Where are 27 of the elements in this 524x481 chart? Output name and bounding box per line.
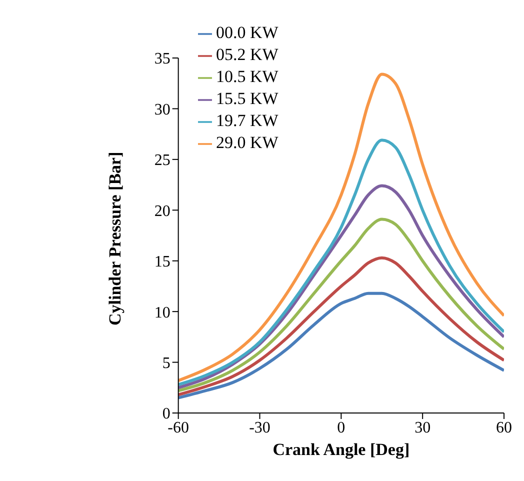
legend-label: 19.7 KW xyxy=(216,111,278,130)
line-series xyxy=(178,72,504,382)
x-tick-label: 30 xyxy=(414,419,431,436)
x-tick-label: -60 xyxy=(168,419,189,436)
line-series xyxy=(178,292,504,400)
y-tick-label: 30 xyxy=(154,101,170,118)
x-tick-label: -30 xyxy=(249,419,270,436)
legend-label: 10.5 KW xyxy=(216,67,278,86)
y-tick-label: 20 xyxy=(154,202,170,220)
line-series xyxy=(178,138,504,386)
y-tick-label: 15 xyxy=(154,254,170,271)
y-tick-label: 0 xyxy=(162,406,170,423)
line-series xyxy=(178,218,504,392)
y-tick-label: 10 xyxy=(154,304,170,322)
x-tick-label: 0 xyxy=(337,419,346,436)
y-tick-label: 35 xyxy=(154,50,170,68)
y-tick-label: 25 xyxy=(154,152,170,170)
line-series xyxy=(178,256,504,396)
line-series xyxy=(178,184,504,390)
legend-label: 00.0 KW xyxy=(216,23,278,42)
legend-label: 15.5 KW xyxy=(216,89,278,108)
legend-label: 05.2 KW xyxy=(216,45,278,64)
legend-label: 29.0 KW xyxy=(216,133,278,152)
y-tick-label: 5 xyxy=(162,354,170,372)
y-axis-title: Cylinder Pressure [Bar] xyxy=(105,152,124,326)
x-axis-title: Crank Angle [Deg] xyxy=(272,440,410,459)
x-tick-label: 60 xyxy=(496,419,512,436)
